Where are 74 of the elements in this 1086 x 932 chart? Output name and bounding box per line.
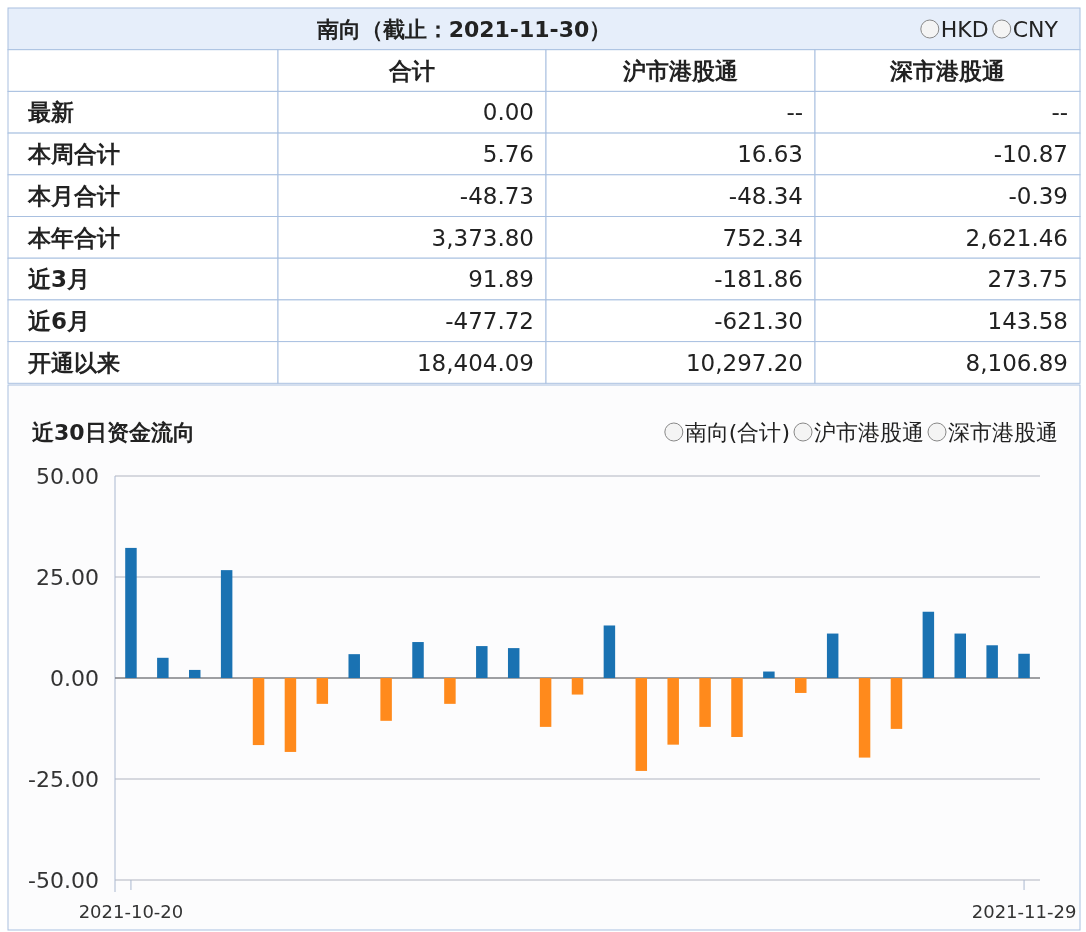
y-tick-label: -25.00 (28, 767, 99, 792)
text: 10,297.20 (685, 349, 803, 376)
text: 752.34 (722, 224, 803, 251)
bar (157, 657, 169, 678)
bar (380, 678, 392, 721)
text: 273.75 (987, 266, 1068, 293)
text: HKD (940, 17, 989, 42)
bar (986, 645, 998, 678)
text: -0.39 (1008, 182, 1068, 209)
text: -477.72 (445, 307, 534, 334)
bar (890, 678, 903, 729)
category-label: 合计 (388, 57, 435, 84)
text: -- (1051, 99, 1068, 126)
y-tick-label: 25.00 (36, 565, 99, 590)
category-label: 本月合计 (28, 182, 120, 209)
text: 2,621.46 (965, 224, 1068, 251)
bar (635, 678, 648, 771)
text: 南向(合计) (684, 420, 790, 445)
bar (539, 678, 552, 727)
bar (412, 642, 424, 678)
category-label: 本周合计 (28, 141, 120, 168)
bar (795, 678, 807, 693)
y-tick-label: 50.00 (36, 464, 99, 489)
bar (699, 678, 711, 727)
y-tick-label: 0.00 (50, 666, 99, 691)
bar (348, 654, 360, 678)
bar (444, 678, 456, 704)
text: -48.73 (459, 182, 534, 209)
text: CNY (1012, 17, 1059, 42)
category-label: 开通以来 (28, 349, 120, 376)
chart-title: 近30日资金流向 (31, 420, 195, 445)
bar (476, 646, 488, 678)
bar (731, 678, 743, 737)
bar (189, 669, 201, 678)
x-tick-label: 2021-10-20 (78, 901, 184, 922)
text: -10.87 (993, 141, 1068, 168)
category-label: 近3月 (28, 266, 91, 293)
text: -- (786, 99, 803, 126)
x-tick-label: 2021-11-29 (971, 901, 1077, 922)
bar (507, 648, 520, 678)
text: 3,373.80 (431, 224, 534, 251)
bar (1018, 653, 1030, 678)
bar (252, 678, 265, 746)
text: 91.89 (468, 266, 534, 293)
text: 18,404.09 (416, 349, 534, 376)
bar (858, 678, 871, 758)
text: 143.58 (987, 307, 1068, 334)
bar (826, 633, 839, 678)
bar (220, 570, 233, 678)
category-label: 深市港股通 (889, 57, 1005, 84)
text: -48.34 (728, 182, 803, 209)
bar (571, 678, 584, 695)
bar (125, 547, 137, 678)
text: 南向（截止：2021-11-30） (315, 17, 612, 42)
bar (922, 611, 935, 678)
text: -181.86 (714, 266, 803, 293)
bar (284, 678, 297, 752)
category-label: 最新 (28, 99, 74, 126)
category-label: 近6月 (28, 307, 91, 334)
bar (763, 671, 775, 678)
text: 深市港股通 (948, 420, 1058, 445)
bar (603, 625, 616, 678)
text: 8,106.89 (965, 349, 1068, 376)
bar (316, 678, 329, 704)
text: -621.30 (714, 307, 803, 334)
text: 0.00 (482, 99, 534, 126)
category-label: 本年合计 (28, 224, 120, 251)
text: 5.76 (482, 141, 534, 168)
text: 沪市港股通 (814, 420, 924, 445)
bar (667, 678, 679, 745)
category-label: 沪市港股通 (622, 57, 738, 84)
y-tick-label: -50.00 (28, 868, 99, 893)
bar (954, 633, 966, 678)
text: 16.63 (737, 141, 803, 168)
